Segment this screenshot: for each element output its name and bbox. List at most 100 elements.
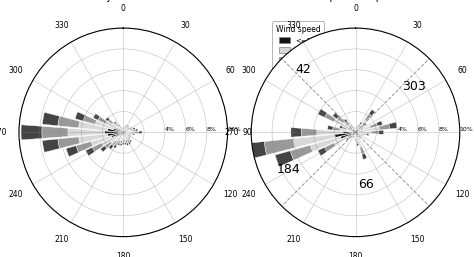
Bar (360, 146, 365, 154)
Bar (376, 121, 383, 126)
Bar (351, 125, 352, 126)
Bar (358, 135, 359, 136)
Bar (93, 114, 100, 120)
Bar (128, 142, 131, 145)
Bar (358, 126, 362, 131)
Bar (354, 127, 355, 128)
Bar (122, 129, 123, 131)
Bar (354, 128, 355, 130)
Bar (122, 127, 123, 128)
Bar (42, 139, 60, 152)
Bar (122, 128, 123, 129)
Bar (120, 140, 122, 144)
Bar (66, 146, 79, 157)
Bar (58, 137, 80, 149)
Bar (76, 141, 93, 152)
Bar (356, 140, 358, 144)
Bar (356, 128, 357, 131)
Bar (361, 131, 371, 134)
Bar (244, 142, 266, 160)
Bar (290, 145, 313, 160)
Bar (355, 137, 356, 140)
Bar (106, 117, 110, 121)
Bar (378, 130, 383, 134)
Bar (118, 126, 121, 130)
Bar (355, 131, 356, 132)
Bar (357, 133, 361, 134)
Bar (113, 128, 123, 132)
Bar (354, 133, 355, 135)
Bar (340, 128, 350, 132)
Bar (123, 127, 124, 128)
Bar (353, 133, 355, 135)
Bar (357, 125, 358, 127)
Bar (348, 132, 356, 137)
Bar (356, 133, 358, 134)
Bar (125, 135, 128, 138)
Bar (126, 129, 129, 131)
Bar (58, 116, 80, 128)
Bar (310, 137, 341, 152)
Bar (119, 129, 123, 132)
Bar (123, 129, 124, 131)
Bar (301, 128, 317, 136)
Bar (129, 135, 131, 137)
Bar (356, 130, 364, 132)
Bar (351, 129, 356, 132)
Bar (130, 133, 133, 135)
Bar (342, 127, 347, 130)
Bar (333, 127, 340, 131)
Bar (358, 134, 359, 135)
Bar (128, 126, 129, 127)
Bar (123, 128, 124, 129)
Bar (123, 132, 128, 133)
Bar (121, 128, 122, 130)
Bar (126, 126, 128, 128)
Bar (334, 119, 348, 129)
Bar (317, 130, 343, 135)
Bar (334, 136, 348, 146)
Bar (126, 128, 128, 130)
Bar (123, 131, 124, 132)
Bar (126, 126, 128, 128)
Bar (364, 123, 366, 126)
Bar (124, 128, 126, 131)
Bar (132, 133, 135, 135)
Bar (122, 131, 123, 132)
Bar (127, 135, 129, 137)
Bar (123, 131, 126, 132)
Bar (21, 125, 42, 140)
Bar (119, 126, 121, 128)
Bar (339, 125, 343, 129)
Bar (115, 123, 118, 126)
Bar (356, 130, 358, 132)
Bar (389, 122, 397, 129)
Bar (357, 136, 358, 137)
Bar (356, 127, 357, 128)
Bar (95, 120, 114, 130)
Bar (356, 135, 357, 141)
Bar (124, 135, 125, 140)
Bar (356, 132, 357, 133)
Bar (353, 127, 355, 128)
Bar (124, 140, 126, 143)
Bar (358, 135, 360, 136)
Bar (119, 132, 123, 136)
Bar (357, 137, 362, 148)
Bar (123, 131, 126, 132)
Bar (355, 133, 356, 135)
Bar (125, 134, 128, 136)
Bar (124, 127, 125, 128)
Bar (356, 126, 358, 128)
Bar (125, 130, 127, 131)
Bar (123, 132, 124, 135)
Bar (108, 128, 123, 132)
Bar (360, 122, 362, 125)
Bar (133, 127, 135, 130)
Bar (318, 147, 327, 156)
Bar (356, 143, 359, 146)
Bar (98, 116, 107, 124)
Text: 66: 66 (358, 178, 374, 191)
Bar (366, 133, 369, 136)
Bar (126, 140, 128, 143)
